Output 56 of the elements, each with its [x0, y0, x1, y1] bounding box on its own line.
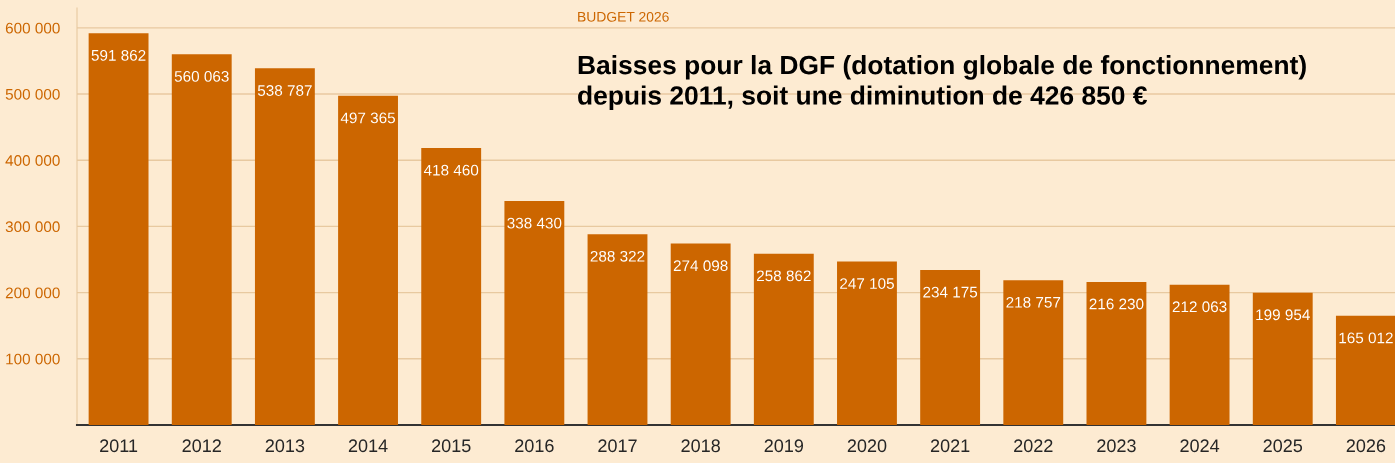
- x-tick-label: 2013: [265, 439, 305, 453]
- bar: [421, 148, 482, 425]
- data-label: 247 105: [840, 278, 894, 289]
- bar: [753, 253, 814, 425]
- bar: [254, 68, 315, 425]
- data-label: 199 954: [1256, 309, 1310, 321]
- x-tick-label: 2015: [432, 439, 471, 453]
- bar: [587, 234, 648, 425]
- bar: [920, 270, 981, 425]
- y-tick-label: 500 000: [5, 88, 60, 100]
- x-tick-label: 2012: [182, 439, 221, 453]
- chart-subtitle: BUDGET 2026: [578, 11, 669, 22]
- x-tick-label: 2025: [1263, 439, 1303, 453]
- bar: [1252, 292, 1313, 425]
- y-tick-label: 300 000: [5, 221, 60, 233]
- bar: [171, 54, 232, 425]
- data-label: 258 862: [756, 270, 811, 282]
- bar: [504, 200, 565, 425]
- bar: [88, 33, 149, 425]
- data-label: 497 365: [340, 112, 396, 124]
- data-label: 591 862: [91, 49, 146, 61]
- bar: [338, 95, 398, 425]
- bar: [1169, 284, 1230, 425]
- y-tick-label: 600 000: [5, 22, 60, 34]
- x-tick-label: 2026: [1346, 439, 1386, 453]
- bar: [1335, 315, 1395, 425]
- data-label: 274 098: [673, 260, 728, 272]
- x-tick-label: 2023: [1097, 439, 1136, 453]
- x-tick-label: 2014: [348, 439, 388, 453]
- data-label: 212 063: [1172, 301, 1227, 313]
- data-label: 418 460: [423, 164, 479, 176]
- x-tick-label: 2022: [1014, 439, 1053, 453]
- data-label: 560 063: [174, 71, 229, 82]
- y-tick-label: 100 000: [6, 353, 60, 365]
- x-tick-label: 2011: [100, 439, 138, 453]
- x-tick-label: 2018: [681, 439, 720, 453]
- data-label: 338 430: [507, 217, 562, 229]
- data-label: 218 757: [1006, 296, 1061, 308]
- y-tick-label: 400 000: [5, 155, 60, 166]
- x-tick-label: 2017: [598, 439, 637, 453]
- x-tick-label: 2024: [1180, 439, 1220, 453]
- data-label: 165 012: [1339, 332, 1393, 344]
- x-tick-label: 2021: [930, 439, 970, 453]
- data-label: 216 230: [1089, 298, 1144, 310]
- data-label: 538 787: [257, 85, 312, 96]
- y-tick-label: 200 000: [5, 287, 60, 299]
- bar: [1086, 281, 1147, 425]
- bar: [1003, 280, 1064, 425]
- x-tick-label: 2016: [515, 439, 554, 453]
- bar: [670, 243, 731, 425]
- x-tick-label: 2019: [764, 439, 804, 453]
- text: Baisses pour la DGF (dotation globale de fonctionnement) depuis 2011, soit une diminution de 426 850 €: [578, 55, 1306, 111]
- data-label: 288 322: [590, 250, 645, 262]
- data-label: 234 175: [923, 286, 978, 298]
- x-tick-label: 2020: [847, 439, 887, 453]
- bar: [837, 261, 897, 425]
